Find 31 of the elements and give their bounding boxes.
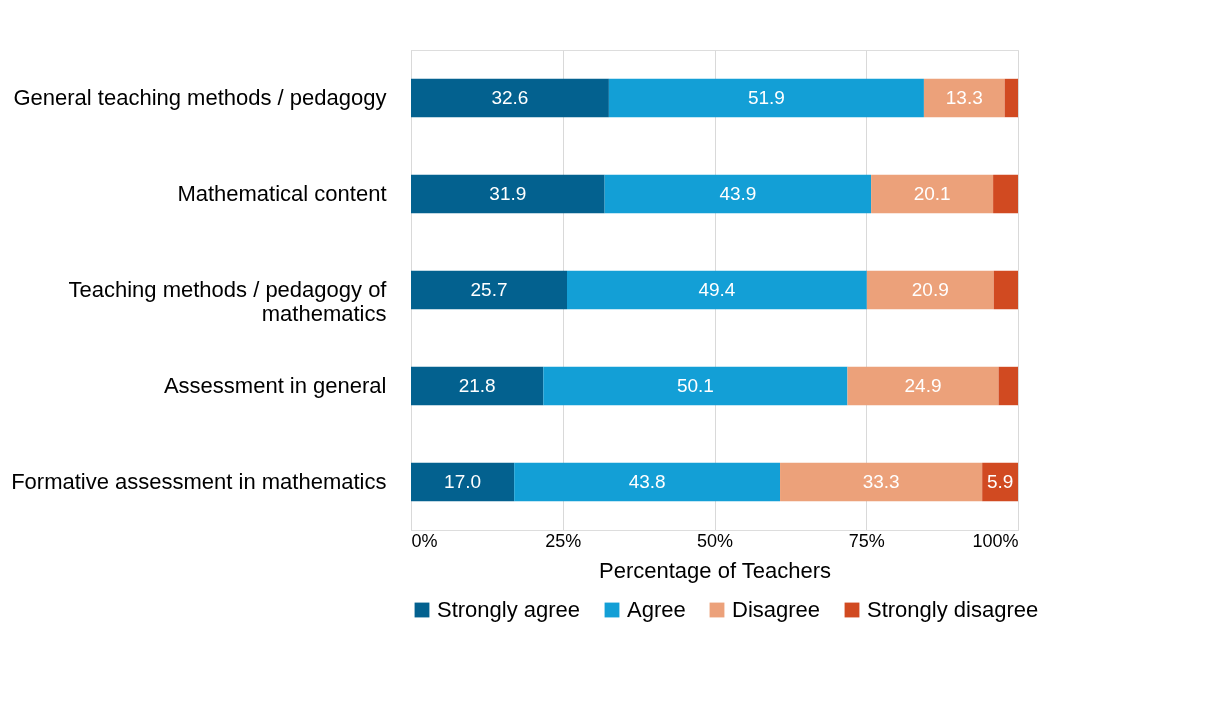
x-tick-label: 25% [545, 530, 582, 551]
y-tick-label: Teaching methods / pedagogy of mathematics [68, 277, 388, 326]
data-label: 50.1 [676, 375, 714, 396]
data-label: 20.9 [911, 279, 949, 300]
x-tick-label: 0% [411, 530, 438, 551]
data-label: 24.9 [904, 375, 942, 396]
data-label: 5.9 [986, 471, 1014, 492]
x-tick-label: 75% [848, 530, 885, 551]
data-label: 20.1 [913, 183, 951, 204]
x-tick-label: 50% [696, 530, 734, 551]
legend-label: Strongly agree [437, 597, 581, 622]
y-tick-label: Formative assessment in mathematics [11, 469, 387, 494]
data-label: 31.9 [489, 183, 527, 204]
legend-label: Strongly disagree [867, 597, 1039, 622]
x-tick-label: 100% [972, 530, 1019, 551]
data-label: 43.9 [719, 183, 757, 204]
data-label: 49.4 [698, 279, 736, 300]
legend-label: Agree [627, 597, 686, 622]
x-axis-title: Percentage of Teachers [599, 557, 831, 583]
y-tick-label: Assessment in general [163, 373, 387, 398]
data-label: 33.3 [862, 471, 900, 492]
data-label: 21.8 [458, 375, 496, 396]
data-label: 51.9 [747, 87, 785, 108]
data-label: 43.8 [628, 471, 666, 492]
y-tick-label: Mathematical content [177, 181, 387, 206]
y-tick-label: General teaching methods / pedagogy [13, 85, 387, 110]
data-label: 25.7 [470, 279, 508, 300]
data-label: 13.3 [945, 87, 983, 108]
data-label: 17.0 [444, 471, 482, 492]
legend-label: Disagree [732, 597, 821, 622]
data-label: 32.6 [491, 87, 529, 108]
